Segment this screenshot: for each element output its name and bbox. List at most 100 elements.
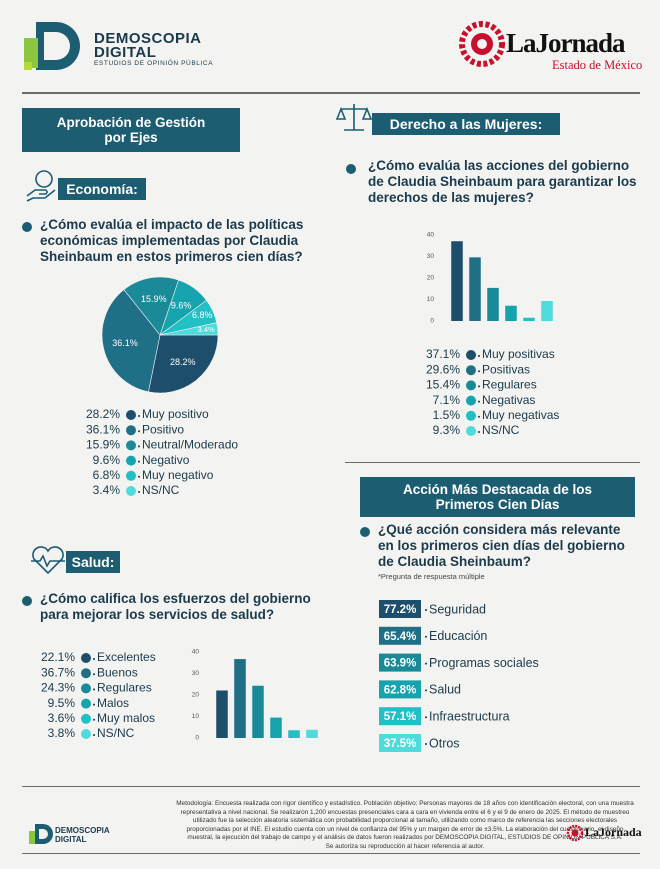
item-label: Infraestructura [429,709,510,723]
bar [216,690,228,738]
value-badge [379,653,421,672]
note: *Pregunta de respuesta múltiple [378,572,485,581]
legend-swatch [126,486,136,496]
brand-name-line2: DIGITAL [94,44,157,61]
pie-slice [148,334,219,394]
bar [252,685,264,738]
divider [345,462,640,463]
divider [22,853,640,854]
legend-label: Muy positivo [142,407,209,421]
legend-label: Negativas [482,393,535,407]
legend: 22.1% Excelentes 36.7% Buenos 24.3% Regulares… [41,650,156,740]
item-dot [425,635,427,638]
item-label: Otros [429,736,460,750]
legend-label: Buenos [97,665,138,679]
bar [270,717,282,738]
legend-dot [478,431,480,433]
y-tick-label: 40 [192,649,200,656]
section-heading: Salud: [66,551,120,573]
scales-icon [336,104,372,131]
legend-value: 37.1% [426,347,460,361]
item-dot [425,716,427,719]
y-tick-label: 10 [192,713,200,720]
legend-dot [93,703,95,706]
legend-label: Negativo [142,453,190,467]
legend-dot [478,415,480,418]
bar [487,287,499,321]
value-badge [379,680,421,699]
legend-value: 1.5% [433,408,461,422]
brand-name: DEMOSCOPIA [94,30,202,47]
bar [451,241,463,321]
bar [505,305,517,321]
legend-label: Malos [97,696,129,710]
legend-value: 28.2% [86,407,120,421]
partner-logo [459,21,505,67]
legend-label: Positivo [142,422,184,436]
item-dot [425,609,427,611]
legend-value: 3.4% [93,483,121,497]
legend-swatch [81,698,91,709]
legend-swatch [126,440,136,451]
bar [469,257,481,321]
value-badge [379,600,421,618]
question: ¿Cómo califica los esfuerzos del gobiern… [40,591,311,622]
question: ¿Cómo evalúa las acciones del gobierno d… [368,158,637,205]
legend-dot [93,688,95,691]
legend: 28.2% Muy positivo 36.1% Positivo 15.9% Neutr… [86,407,238,497]
pie-chart: 28.2% 36.1% 15.9% 9.6%6.8% 3.4% [101,276,219,394]
legend-swatch [81,683,91,694]
legend-dot [138,415,140,417]
bar [288,730,300,738]
economy-icon [26,170,56,202]
bar-chart: 0 10 20 30 40 [427,232,553,325]
legend-swatch [466,426,476,436]
bullet [22,222,32,232]
value-label: 63.9% [384,658,417,670]
legend-label: Muy positivas [482,347,555,361]
y-tick-label: 30 [192,670,200,677]
legend-dot [138,445,140,448]
methodology-credit: Se autoriza su reproducción al hacer ref… [325,842,485,850]
partner-name: LaJornada [506,28,626,58]
legend-label: Regulares [97,681,152,695]
legend-label: NS/NC [142,483,180,497]
legend-label: Positivas [482,362,530,376]
methodology: Metodología: Encuesta realizada con rigo… [175,800,635,852]
banner: Acción Más Destacada de los Primeros Cie… [360,477,635,517]
bar [306,729,318,738]
legend-dot [478,385,480,388]
legend-dot [93,673,95,676]
bar [523,317,535,321]
item-dot [425,662,427,665]
footer-brand: DEMOSCOPIA [55,826,110,835]
legend-value: 9.6% [93,453,121,467]
slice-label: 28.2% [170,357,196,367]
y-tick-label: 20 [427,275,435,282]
legend-label: Regulares [482,378,537,392]
item-dot [425,743,427,745]
bullet [360,527,370,537]
legend-dot [93,658,95,660]
y-tick-label: 20 [192,692,200,699]
divider [22,786,640,787]
legend-swatch [126,425,136,436]
brand-tagline: ESTUDIOS DE OPINIÓN PÚBLICA [94,60,214,67]
slice-label: 9.6% [171,300,192,310]
legend-swatch [81,668,91,679]
bar [234,659,246,738]
slice-label: 36.1% [112,338,138,348]
legend-value: 6.8% [93,468,121,482]
legend-value: 3.8% [48,726,76,740]
legend-value: 24.3% [41,681,75,695]
footer-brand-logo [29,824,53,844]
legend-swatch [466,350,476,360]
pie-slice [159,322,219,336]
brand-logo [24,22,80,70]
legend-dot [138,430,140,433]
legend-dot [93,734,95,736]
legend-swatch [466,365,476,376]
legend-label: Muy malos [97,711,155,725]
